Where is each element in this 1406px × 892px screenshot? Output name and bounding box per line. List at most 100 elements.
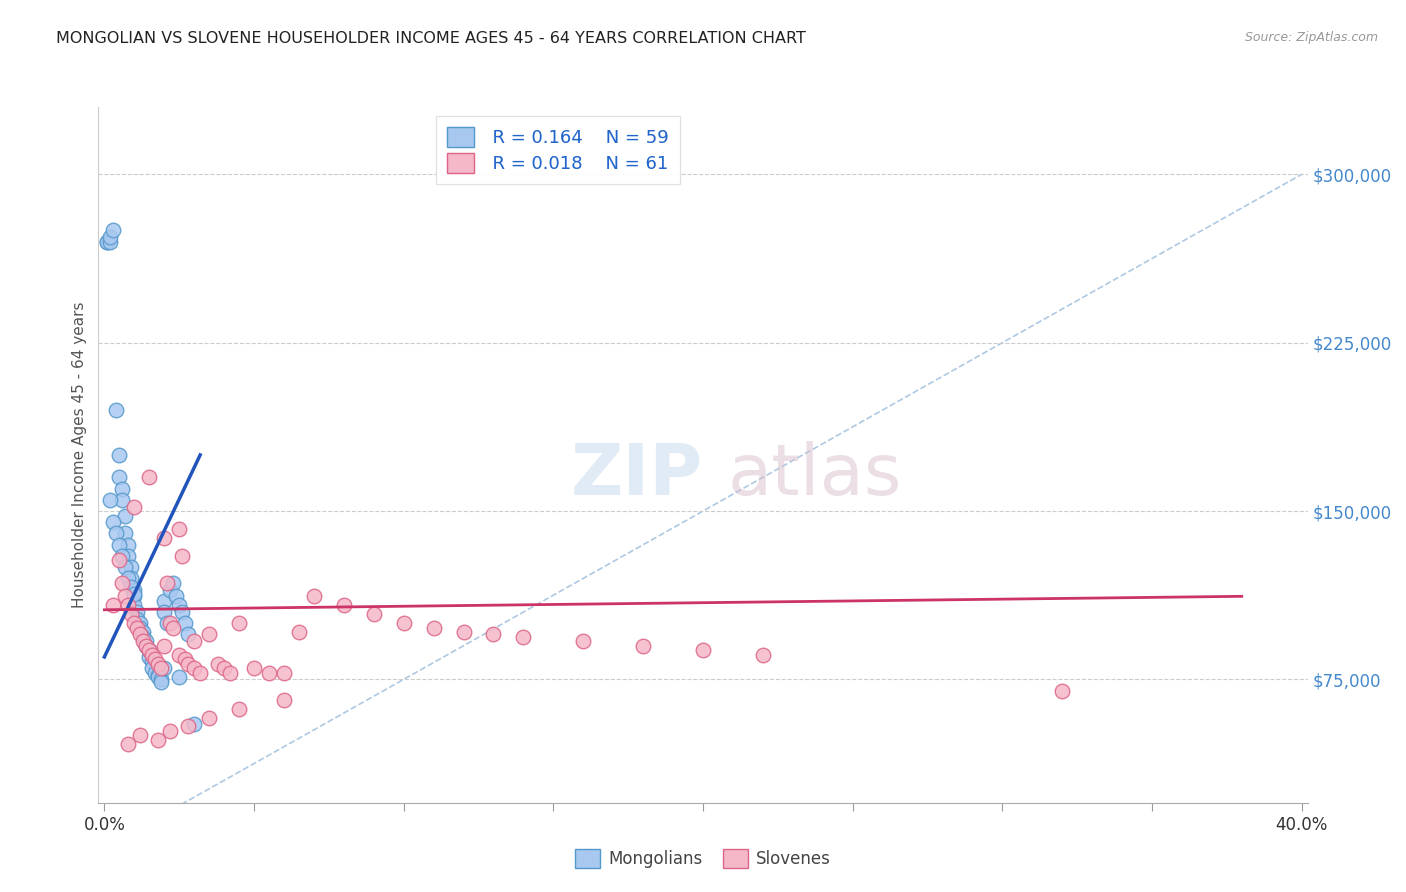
Point — [138, 649, 160, 664]
Point — [150, 674, 173, 689]
Point — [392, 616, 415, 631]
Point — [228, 701, 250, 715]
Point — [150, 661, 173, 675]
Point — [100, 235, 122, 249]
Point — [138, 643, 160, 657]
Point — [162, 621, 184, 635]
Point — [138, 643, 160, 657]
Point — [156, 616, 179, 631]
Point — [482, 627, 505, 641]
Point — [129, 729, 152, 743]
Point — [207, 657, 229, 671]
Point — [148, 670, 170, 684]
Point — [183, 634, 205, 648]
Point — [302, 590, 325, 604]
Point — [117, 571, 139, 585]
Point — [111, 549, 134, 563]
Point — [132, 625, 155, 640]
Point — [165, 590, 187, 604]
Point — [153, 594, 176, 608]
Point — [120, 607, 142, 622]
Point — [143, 652, 166, 666]
Point — [114, 508, 136, 523]
Point — [172, 549, 194, 563]
Point — [1050, 683, 1073, 698]
Point — [127, 612, 149, 626]
Point — [124, 599, 146, 613]
Point — [273, 665, 295, 680]
Point — [124, 500, 146, 514]
Point — [111, 492, 134, 507]
Text: atlas: atlas — [727, 442, 901, 510]
Point — [100, 492, 122, 507]
Point — [363, 607, 385, 622]
Point — [111, 482, 134, 496]
Point — [120, 560, 142, 574]
Point — [129, 627, 152, 641]
Point — [257, 665, 280, 680]
Point — [132, 630, 155, 644]
Point — [153, 605, 176, 619]
Point — [108, 538, 131, 552]
Point — [148, 668, 170, 682]
Point — [174, 616, 197, 631]
Point — [198, 627, 221, 641]
Point — [153, 639, 176, 653]
Point — [162, 575, 184, 590]
Point — [183, 661, 205, 675]
Point — [117, 538, 139, 552]
Point — [188, 665, 211, 680]
Point — [228, 616, 250, 631]
Point — [111, 575, 134, 590]
Point — [117, 599, 139, 613]
Point — [273, 692, 295, 706]
Point — [105, 526, 128, 541]
Y-axis label: Householder Income Ages 45 - 64 years: Householder Income Ages 45 - 64 years — [72, 301, 87, 608]
Legend: Mongolians, Slovenes: Mongolians, Slovenes — [568, 843, 838, 875]
Point — [138, 470, 160, 484]
Point — [174, 652, 197, 666]
Point — [150, 673, 173, 687]
Point — [198, 710, 221, 724]
Point — [159, 723, 181, 738]
Point — [120, 571, 142, 585]
Point — [183, 717, 205, 731]
Text: ZIP: ZIP — [571, 442, 703, 510]
Point — [141, 648, 163, 662]
Point — [127, 605, 149, 619]
Point — [114, 560, 136, 574]
Point — [572, 634, 595, 648]
Point — [124, 582, 146, 597]
Point — [153, 531, 176, 545]
Point — [159, 616, 181, 631]
Point — [631, 639, 654, 653]
Point — [100, 230, 122, 244]
Point — [172, 605, 194, 619]
Legend:   R = 0.164    N = 59,   R = 0.018    N = 61: R = 0.164 N = 59, R = 0.018 N = 61 — [436, 116, 679, 184]
Point — [96, 235, 118, 249]
Point — [752, 648, 775, 662]
Point — [156, 575, 179, 590]
Point — [167, 648, 190, 662]
Text: Source: ZipAtlas.com: Source: ZipAtlas.com — [1244, 31, 1378, 45]
Point — [141, 661, 163, 675]
Point — [135, 639, 157, 653]
Point — [243, 661, 266, 675]
Point — [167, 522, 190, 536]
Point — [105, 403, 128, 417]
Point — [120, 580, 142, 594]
Point — [288, 625, 311, 640]
Point — [135, 639, 157, 653]
Point — [129, 616, 152, 631]
Point — [177, 719, 200, 733]
Point — [167, 599, 190, 613]
Point — [143, 665, 166, 680]
Point — [96, 235, 118, 249]
Point — [135, 634, 157, 648]
Point — [132, 634, 155, 648]
Point — [512, 630, 534, 644]
Point — [114, 526, 136, 541]
Point — [422, 621, 444, 635]
Point — [219, 665, 242, 680]
Point — [117, 738, 139, 752]
